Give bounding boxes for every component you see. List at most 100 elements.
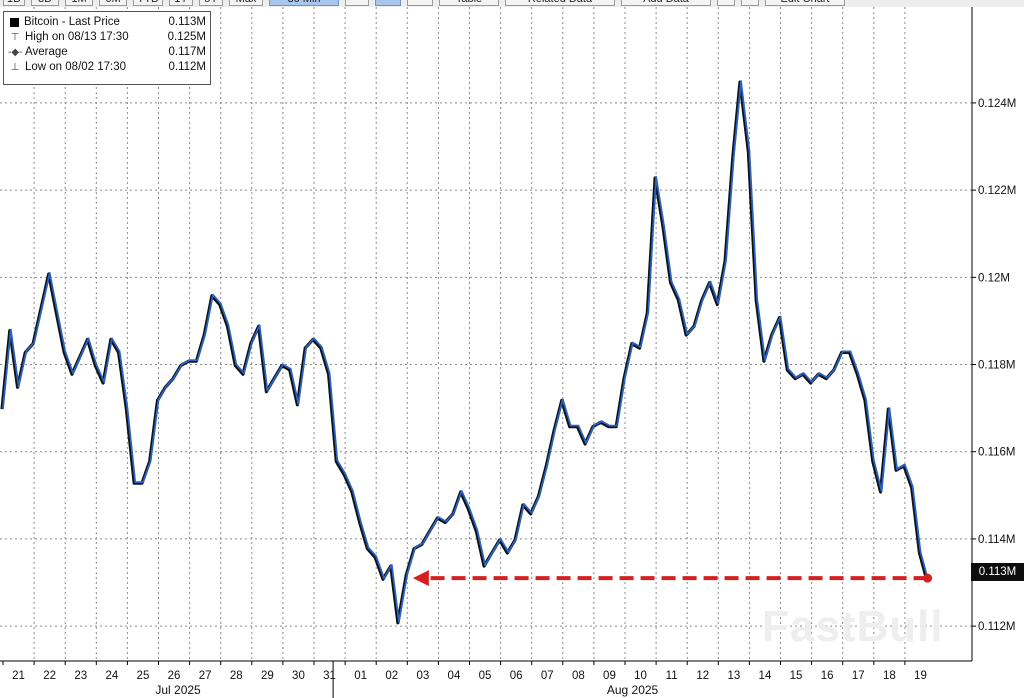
series-point [655,176,657,178]
axis-labels: 0.112M 0.114M 0.116M 0.118M 0.12M 0.122M 0.124… [12,98,1016,697]
toolbar-button-10[interactable] [375,0,401,6]
series-point [33,341,35,344]
series-point [779,315,782,318]
series-point [188,359,191,362]
series-point [429,529,432,532]
series-point [390,564,393,566]
legend-low-label: Low on 08/02 17:30 [25,61,127,73]
y-tick-label: 0.114M [978,534,1016,546]
series-point [624,376,626,379]
series-point [204,333,207,335]
series-point [126,407,129,409]
series-point [678,298,681,300]
series-point [585,442,587,444]
x-tick-label: 04 [448,670,461,682]
series-point [367,546,370,549]
series-point [149,459,152,462]
series-point [79,354,82,357]
series-point [663,224,665,226]
series-point [849,350,852,353]
x-tick-label: 01 [354,670,367,682]
low-marker-icon: ⊥ [10,62,20,73]
series-point [919,551,922,553]
series-point [554,429,556,431]
x-tick-label: 22 [43,670,56,682]
toolbar-button-8[interactable]: 30 Min [269,0,339,6]
toolbar-button-13[interactable]: Related Data [505,0,615,6]
series-point [787,368,790,370]
toolbar-button-17[interactable]: Edit Chart [765,0,845,6]
y-tick-label: 0.12M [978,272,1010,284]
series-point [686,333,689,335]
series-point [631,341,634,344]
toolbar-button-9[interactable] [345,0,369,6]
legend-average-label: Average [25,46,68,58]
series-point [460,490,463,492]
series-point [593,424,595,427]
x-tick-label: 18 [883,670,896,682]
series-line [2,80,929,623]
series-point [243,372,245,375]
series-point [694,324,696,327]
x-tick-label: 17 [852,670,865,682]
last-price-tag: 0.113M [971,563,1024,581]
series-point [872,459,875,462]
annotation-endpoint-dot [923,573,933,583]
toolbar-button-7[interactable]: Max [229,0,263,6]
series-point [841,350,844,353]
toolbar-button-11[interactable] [407,0,433,6]
series-point [41,306,43,309]
x-tick-label: 28 [230,670,243,682]
series-point [880,490,883,492]
series-point [468,507,471,510]
series-point [48,272,51,274]
series-point [305,346,308,348]
toolbar-button-6[interactable]: 5Y [199,0,223,6]
axes [0,7,976,698]
legend-high-label: High on 08/13 17:30 [25,31,129,43]
legend-row-average: -◆- Average 0.117M [8,45,206,60]
toolbar-button-0[interactable]: 1D [3,0,25,6]
series-point [499,538,502,540]
x-tick-label: 02 [385,670,398,682]
x-month-label: Jul 2025 [155,683,201,697]
series-point [2,407,4,409]
x-tick-label: 15 [790,670,803,682]
series-point [530,511,533,514]
series-point [17,385,20,388]
y-tick-label: 0.112M [978,621,1016,633]
toolbar-button-15[interactable] [717,0,735,6]
series-point [336,459,339,462]
toolbar-button-12[interactable]: Table [439,0,499,6]
series-point [507,551,510,553]
toolbar-button-5[interactable]: 1Y [169,0,193,6]
series-point [538,494,541,497]
toolbar-button-16[interactable] [741,0,759,6]
toolbar-button-14[interactable]: Add Data [621,0,711,6]
series-point [414,546,416,549]
x-tick-label: 09 [603,670,616,682]
x-tick-label: 16 [821,670,834,682]
series-point [904,463,906,466]
series-point [515,538,517,540]
toolbar-button-1[interactable]: 3D [31,0,59,6]
toolbar-button-3[interactable]: 6M [99,0,127,6]
series-point [709,280,712,283]
series-point [72,372,74,375]
toolbar-button-4[interactable]: YTD [133,0,163,6]
series-point [196,359,199,362]
x-tick-label: 23 [74,670,87,682]
x-tick-label: 25 [137,670,150,682]
series-point [344,472,346,475]
series-point [398,620,400,623]
legend-high-value: 0.125M [167,31,206,43]
series-point [406,572,409,575]
series-point [297,402,300,405]
y-tick-label: 0.122M [978,185,1016,197]
series-point [911,485,914,488]
series-point [180,363,183,366]
legend-average-value: 0.117M [168,46,206,58]
toolbar-button-2[interactable]: 1M [65,0,93,6]
series-point [896,468,898,471]
x-tick-label: 30 [292,670,305,682]
